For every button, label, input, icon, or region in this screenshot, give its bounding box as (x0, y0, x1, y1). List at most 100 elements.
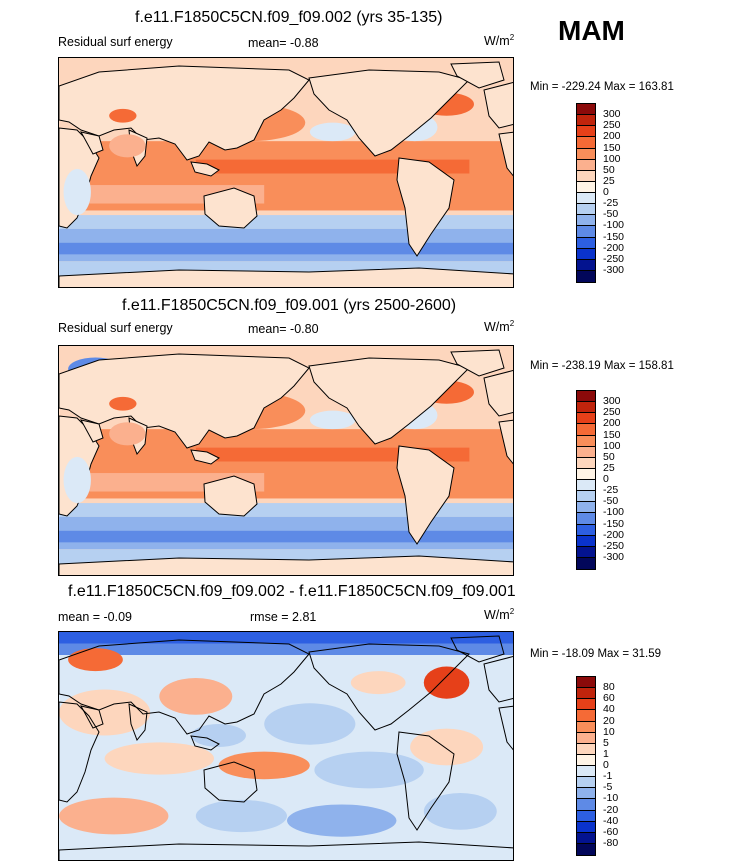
colorbar-segment (577, 810, 595, 822)
panel-2-units: W/m2 (484, 319, 515, 335)
colorbar-segment (577, 170, 595, 182)
colorbar-segment (577, 480, 595, 492)
colorbar-tick-label: 0 (603, 759, 609, 771)
colorbar-segment (577, 457, 595, 469)
colorbar-tick-label: 1 (603, 747, 609, 760)
colorbar-segment (577, 468, 595, 480)
season-label: MAM (558, 15, 625, 46)
colorbar-segment (577, 677, 595, 689)
colorbar-segment (577, 688, 595, 700)
colorbar-segment (577, 137, 595, 149)
panel-2-variable-label: Residual surf energy (58, 321, 173, 335)
colorbar-tick-label: 10 (603, 725, 615, 738)
panel-3-minmax: Min = -18.09 Max = 31.59 (530, 648, 662, 660)
colorbar-segment (577, 424, 595, 436)
colorbar-tick-label: 5 (603, 736, 609, 749)
colorbar-tick-label: 100 (603, 152, 621, 165)
colorbar-segment (577, 491, 595, 503)
colorbar-tick-label: 60 (603, 692, 615, 705)
colorbar-tick-label: -20 (603, 803, 619, 816)
colorbar-segment (577, 788, 595, 800)
colorbar-segment (577, 502, 595, 514)
colorbar-tick-label: 25 (603, 461, 615, 474)
colorbar-tick-label: -1 (603, 770, 613, 783)
colorbar-segment (577, 832, 595, 844)
colorbar-tick-label: -5 (603, 781, 613, 794)
colorbar-segment (577, 743, 595, 755)
colorbar-tick-label: -50 (603, 208, 619, 221)
panel-3-colorbar (576, 676, 596, 856)
colorbar-tick-label: -25 (603, 484, 619, 497)
panel-2-map (58, 345, 514, 576)
colorbar-segment (577, 237, 595, 249)
colorbar-tick-label: 200 (603, 417, 621, 430)
colorbar-segment (577, 204, 595, 216)
colorbar-tick-label: -40 (603, 814, 619, 827)
colorbar-tick-label: -300 (603, 550, 625, 563)
colorbar-tick-label: -250 (603, 539, 625, 552)
panel-2-minmax: Min = -238.19 Max = 158.81 (530, 360, 674, 372)
colorbar-tick-label: 25 (603, 174, 615, 187)
colorbar-tick-label: -50 (603, 495, 619, 508)
colorbar-segment (577, 446, 595, 458)
panel-3-map (58, 631, 514, 861)
colorbar-tick-label: -300 (603, 263, 625, 276)
colorbar-segment (577, 159, 595, 171)
colorbar-segment (577, 535, 595, 547)
colorbar-segment (577, 181, 595, 193)
colorbar-segment (577, 391, 595, 403)
colorbar-tick-label: -250 (603, 252, 625, 265)
panel-3-units: W/m2 (484, 607, 515, 623)
colorbar-segment (577, 777, 595, 789)
colorbar-tick-label: 200 (603, 130, 621, 143)
panel-1-variable-label: Residual surf energy (58, 35, 173, 49)
panel-1-title: f.e11.F1850C5CN.f09_f09.002 (yrs 35-135) (135, 9, 443, 26)
colorbar-segment (577, 766, 595, 778)
colorbar-segment (577, 259, 595, 271)
colorbar-tick-label: 80 (603, 681, 615, 694)
colorbar-segment (577, 524, 595, 536)
colorbar-tick-label: 0 (603, 186, 609, 198)
colorbar-tick-label: 150 (603, 428, 621, 441)
colorbar-segment (577, 821, 595, 833)
panel-3-map-field (59, 632, 513, 860)
colorbar-segment (577, 732, 595, 744)
colorbar-segment (577, 104, 595, 116)
colorbar-segment (577, 215, 595, 227)
colorbar-segment (577, 270, 595, 282)
colorbar-segment (577, 513, 595, 525)
colorbar-tick-label: -200 (603, 241, 625, 254)
colorbar-segment (577, 402, 595, 414)
colorbar-tick-label: 300 (603, 108, 621, 121)
colorbar-tick-label: 50 (603, 450, 615, 463)
colorbar-tick-label: -100 (603, 506, 625, 519)
colorbar-tick-label: 20 (603, 714, 615, 727)
colorbar-segment (577, 557, 595, 569)
panel-3-mean-label: mean = -0.09 (58, 610, 133, 624)
panel-1-mean-label: mean= -0.88 (248, 36, 319, 50)
panel-1-colorbar (576, 103, 596, 283)
panel-2-mean-label: mean= -0.80 (248, 322, 319, 336)
colorbar-tick-label: -150 (603, 517, 625, 530)
colorbar-segment (577, 843, 595, 855)
colorbar-segment (577, 721, 595, 733)
colorbar-segment (577, 115, 595, 127)
panel-1-map-field (59, 58, 513, 287)
colorbar-segment (577, 799, 595, 811)
colorbar-tick-label: -100 (603, 219, 625, 232)
colorbar-segment (577, 148, 595, 160)
colorbar-tick-label: -200 (603, 528, 625, 541)
colorbar-tick-label: -10 (603, 792, 619, 805)
colorbar-tick-label: 300 (603, 395, 621, 408)
colorbar-segment (577, 413, 595, 425)
panel-3-rmse-label: rmse = 2.81 (250, 610, 317, 624)
panel-1-minmax: Min = -229.24 Max = 163.81 (530, 81, 674, 93)
colorbar-tick-label: 250 (603, 406, 621, 419)
colorbar-segment (577, 126, 595, 138)
panel-1-map (58, 57, 514, 288)
colorbar-tick-label: -60 (603, 825, 619, 838)
colorbar-tick-label: 150 (603, 141, 621, 154)
colorbar-segment (577, 699, 595, 711)
panel-2-colorbar (576, 390, 596, 570)
panel-3-title: f.e11.F1850C5CN.f09_f09.002 - f.e11.F185… (68, 583, 516, 600)
